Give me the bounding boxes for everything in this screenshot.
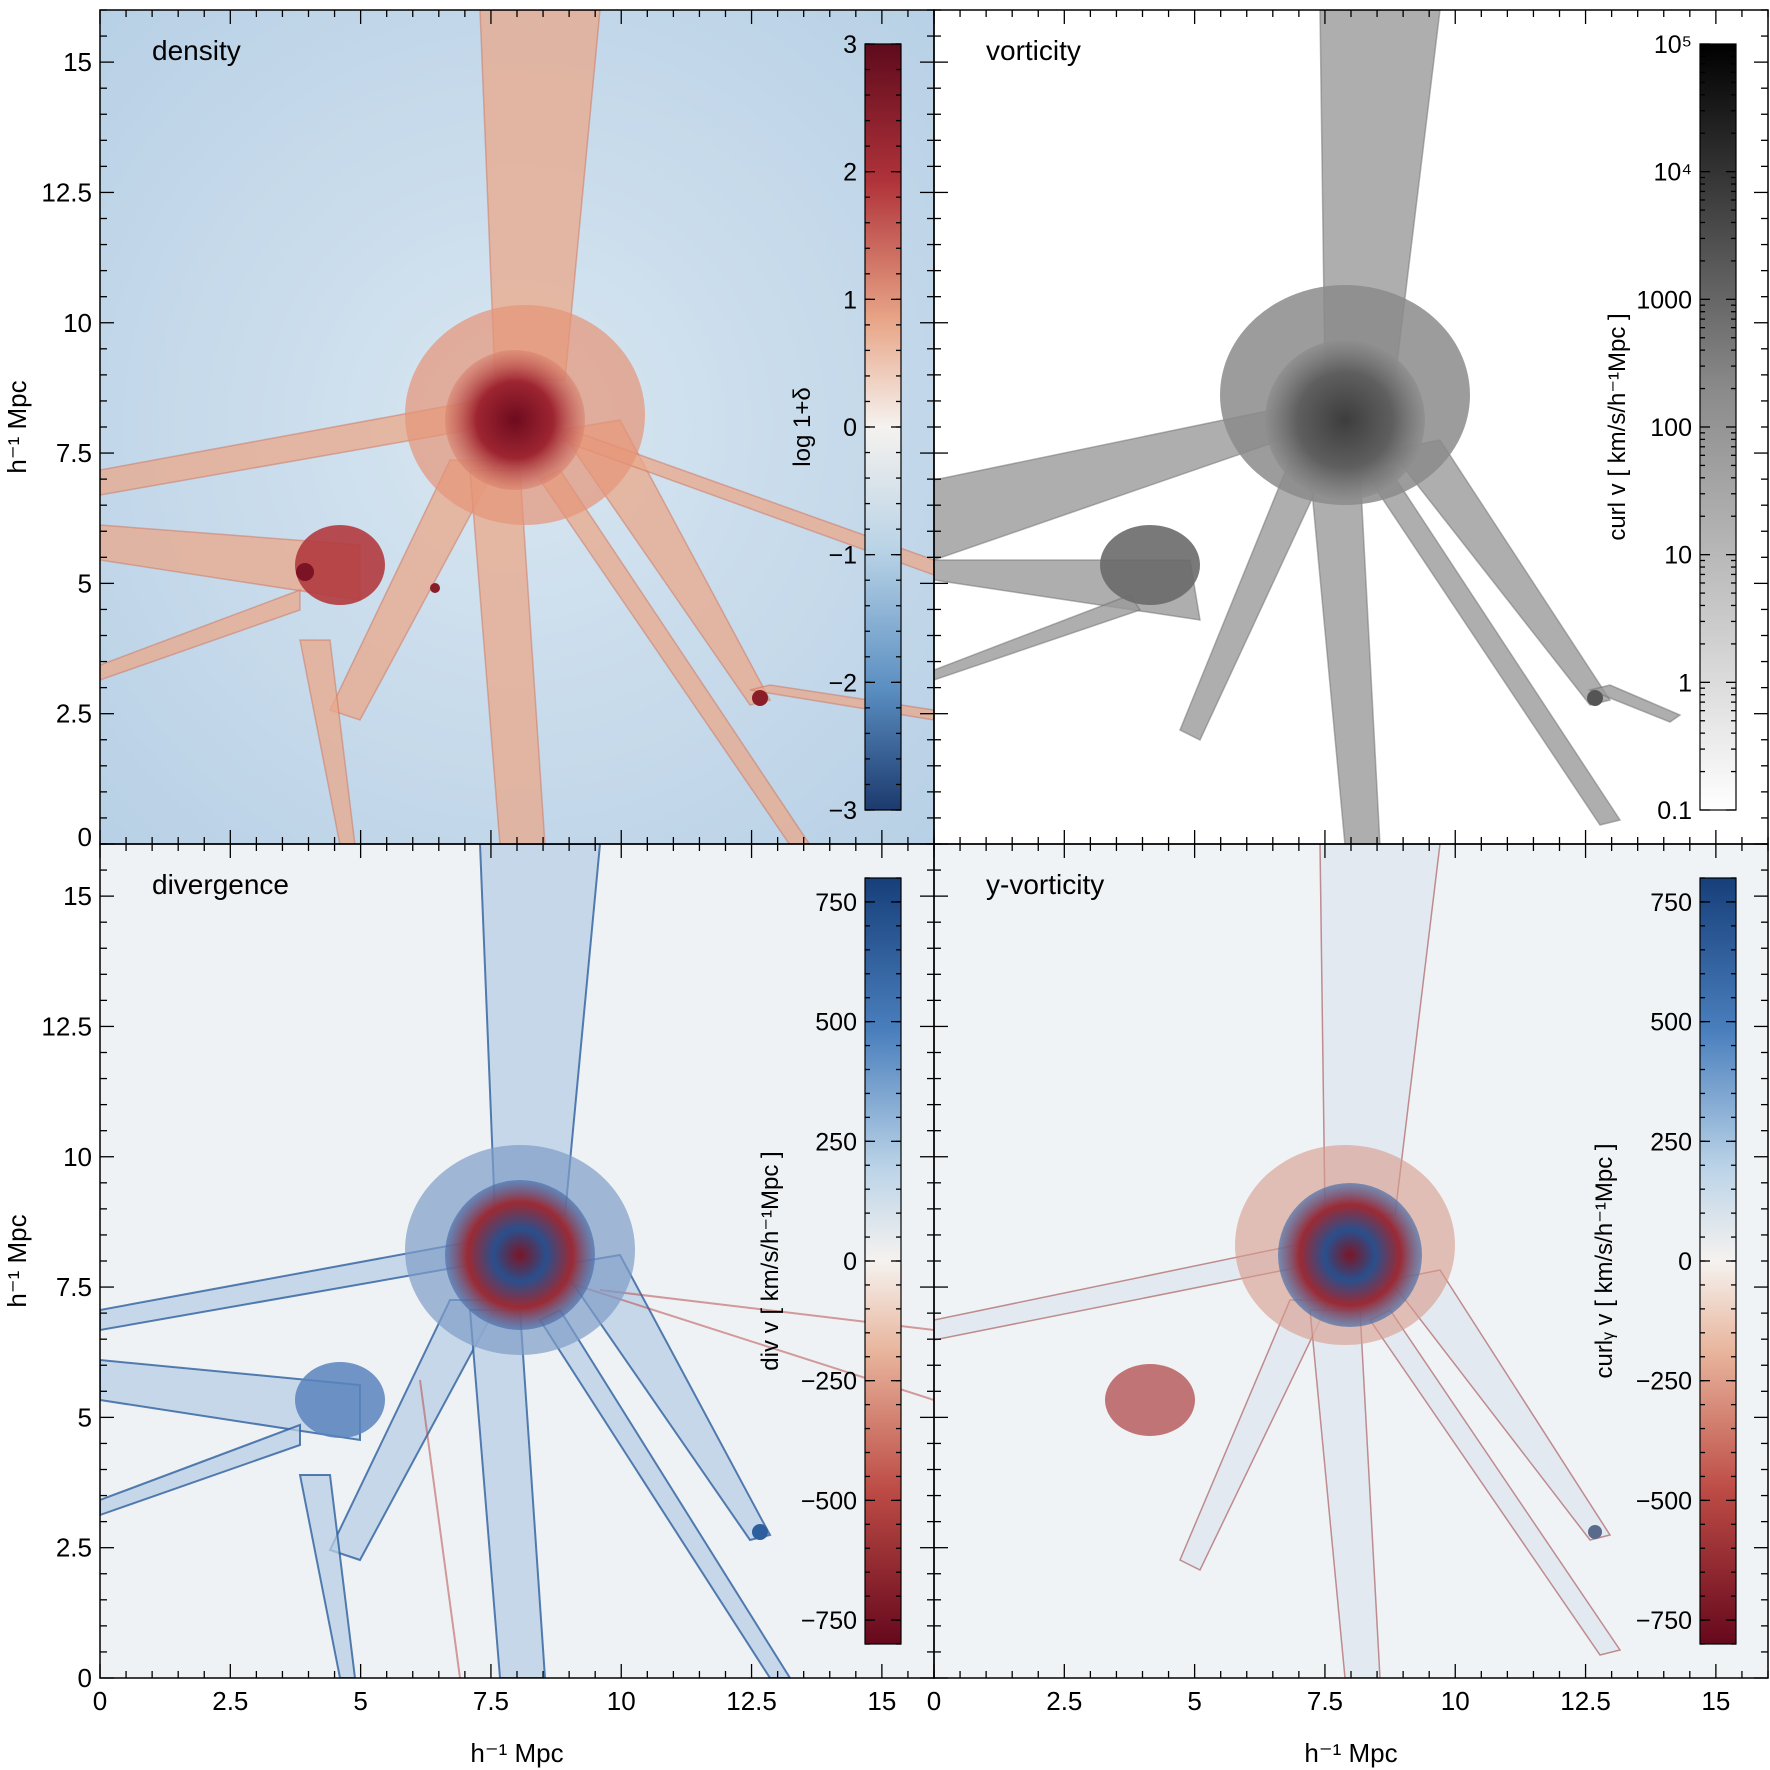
colorbar-tick-label: −500 (801, 1487, 857, 1515)
y-tick-label: 5 (78, 568, 92, 598)
colorbar-tick-label: −1 (828, 542, 857, 570)
colorbar-tick-label: 10 (1664, 542, 1692, 570)
y-vorticity-halo-core (1278, 1183, 1422, 1327)
colorbar-tick-label: 1 (1678, 669, 1692, 697)
colorbar-tick-label: −250 (1636, 1368, 1692, 1396)
panel-vorticity (934, 10, 1768, 844)
y-tick-label: 7.5 (56, 438, 92, 468)
density-subhalo-2 (296, 563, 314, 581)
colorbar-label-vorticity: curl v [ km/s/h⁻¹Mpc ] (1604, 313, 1631, 540)
colorbar-tick-label: −750 (1636, 1607, 1692, 1635)
y-tick-label: 12.5 (41, 1011, 92, 1041)
panel-y-vorticity (934, 844, 1768, 1678)
panel-divergence (100, 844, 934, 1678)
panel-density (100, 10, 934, 844)
x-tick-label: 0 (93, 1686, 107, 1716)
x-tick-label: 15 (867, 1686, 896, 1716)
vorticity-subhalo-2 (1587, 690, 1603, 706)
colorbar-tick-label: 10⁴ (1653, 159, 1692, 187)
divergence-halo-core (445, 1180, 595, 1330)
y-vorticity-subhalo-2 (1588, 1525, 1602, 1539)
x-tick-label: 7.5 (1307, 1686, 1343, 1716)
y-tick-label: 15 (63, 47, 92, 77)
colorbar-tick-label: 1000 (1636, 286, 1692, 314)
x-tick-label: 10 (607, 1686, 636, 1716)
panel-title-vorticity: vorticity (986, 35, 1081, 66)
colorbar-label-y-vorticity: curlᵧ v [ km/s/h⁻¹Mpc ] (1591, 1143, 1618, 1378)
density-filaments (100, 10, 934, 844)
colorbar-tick-label: −3 (828, 797, 857, 825)
panel-border-y-vorticity (933, 843, 1769, 1679)
y-tick-label: 15 (63, 881, 92, 911)
y-tick-label: 7.5 (56, 1272, 92, 1302)
x-tick-label: 2.5 (212, 1686, 248, 1716)
colorbar-tick-label: 0.1 (1657, 797, 1692, 825)
colorbar-label-divergence: div v [ km/s/h⁻¹Mpc ] (757, 1151, 784, 1370)
density-halo-core (445, 350, 585, 490)
panel-title-density: density (152, 35, 241, 66)
density-subhalo-3 (752, 690, 768, 706)
colorbar-tick-label: 750 (815, 889, 857, 917)
x-axis-title-left: h⁻¹ Mpc (470, 1738, 563, 1768)
y-tick-label: 5 (78, 1402, 92, 1432)
colorbar-tick-label: −2 (828, 669, 857, 697)
x-tick-label: 5 (1187, 1686, 1201, 1716)
panel-title-y-vorticity: y-vorticity (986, 869, 1104, 900)
tick-labels: 02.557.51012.515−3−2−101230.111010010001… (41, 31, 1730, 1716)
colorbar-tick-label: 0 (843, 414, 857, 442)
colorbar-label-density: log 1+δ (789, 387, 816, 466)
colorbar-tick-label: 250 (815, 1128, 857, 1156)
x-axis-title-right: h⁻¹ Mpc (1304, 1738, 1397, 1768)
x-tick-label: 12.5 (1560, 1686, 1611, 1716)
colorbar-tick-label: 500 (815, 1009, 857, 1037)
colorbar-tick-label: 750 (1650, 889, 1692, 917)
y-tick-label: 10 (63, 308, 92, 338)
y-vorticity-filaments (934, 844, 1622, 1678)
density-subhalo-4 (430, 583, 440, 593)
colorbar-tick-label: 100 (1650, 414, 1692, 442)
y-axis-title-bottom: h⁻¹ Mpc (2, 1214, 32, 1307)
panel-title-divergence: divergence (152, 869, 289, 900)
colorbar-tick-label: 250 (1650, 1128, 1692, 1156)
y-tick-label: 12.5 (41, 177, 92, 207)
y-vorticity-subhalo-1 (1105, 1364, 1195, 1436)
y-tick-label: 0 (78, 822, 92, 852)
y-tick-label: 2.5 (56, 699, 92, 729)
divergence-subhalo-1 (295, 1362, 385, 1438)
colorbar-tick-label: −500 (1636, 1487, 1692, 1515)
x-tick-label: 10 (1441, 1686, 1470, 1716)
x-tick-label: 12.5 (726, 1686, 777, 1716)
colorbar-tick-label: 0 (843, 1248, 857, 1276)
x-tick-label: 2.5 (1046, 1686, 1082, 1716)
y-tick-label: 2.5 (56, 1533, 92, 1563)
y-tick-label: 10 (63, 1142, 92, 1172)
x-tick-label: 15 (1701, 1686, 1730, 1716)
colorbar-tick-label: 0 (1678, 1248, 1692, 1276)
colorbar-tick-label: −750 (801, 1607, 857, 1635)
y-tick-label: 0 (78, 1663, 92, 1693)
x-tick-label: 7.5 (473, 1686, 509, 1716)
colorbar-tick-label: 2 (843, 159, 857, 187)
colorbar-tick-label: 3 (843, 31, 857, 59)
divergence-subhalo-2 (752, 1524, 768, 1540)
colorbar-tick-label: 1 (843, 286, 857, 314)
y-axis-title-top: h⁻¹ Mpc (2, 380, 32, 473)
x-tick-label: 5 (353, 1686, 367, 1716)
colorbar-tick-label: 500 (1650, 1009, 1692, 1037)
vorticity-halo-core (1265, 340, 1425, 500)
x-tick-label: 0 (927, 1686, 941, 1716)
vorticity-subhalo-1 (1100, 525, 1200, 605)
colorbar-tick-label: 10⁵ (1654, 31, 1692, 59)
density-subhalo-1 (295, 525, 385, 605)
colorbar-tick-label: −250 (801, 1368, 857, 1396)
